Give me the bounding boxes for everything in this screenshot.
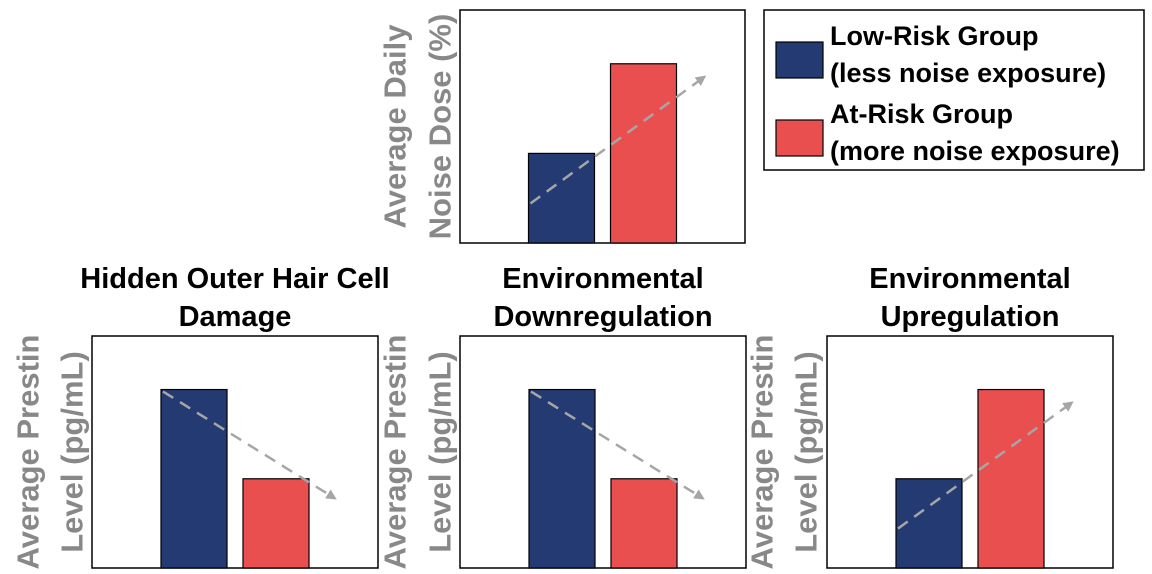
legend-swatch-at-risk	[775, 119, 824, 157]
chart-panels: Average Daily Noise Dose (%) Hidden Outer …	[11, 9, 1114, 569]
y-axis-label: Average Prestin	[745, 335, 780, 570]
y-axis-label: Level (pg/mL)	[55, 351, 90, 553]
chart-title: Downregulation	[493, 301, 712, 333]
chart-title: Environmental	[869, 263, 1070, 295]
y-axis-label: Average Prestin	[11, 335, 46, 570]
y-axis-label: Noise Dose (%)	[423, 14, 458, 240]
plot-frame	[459, 9, 746, 244]
chart-title: Damage	[179, 301, 292, 333]
bar-at-risk	[977, 388, 1045, 569]
plot-frame	[459, 335, 747, 569]
legend-sublabel: (less noise exposure)	[830, 58, 1106, 88]
chart-title: Environmental	[502, 263, 703, 295]
trend-arrow	[530, 390, 705, 500]
y-axis-label: Level (pg/mL)	[789, 351, 824, 553]
trend-arrow	[162, 390, 337, 500]
chart-title: Upregulation	[881, 301, 1060, 333]
y-axis-label: Level (pg/mL)	[423, 351, 458, 553]
trend-arrow	[529, 75, 707, 205]
chart-panel-3: Environmental Downregulation Average Prest…	[378, 263, 747, 569]
bar-low-risk	[160, 388, 228, 569]
legend-sublabel: (more noise exposure)	[830, 136, 1120, 166]
bar-at-risk	[609, 63, 678, 244]
legend: Low-Risk Group (less noise exposure) At-Ri…	[763, 9, 1145, 171]
bar-at-risk	[242, 478, 310, 569]
bar-low-risk	[528, 388, 596, 569]
chart-panel-1: Average Daily Noise Dose (%)	[378, 9, 746, 244]
plot-frame	[826, 335, 1114, 569]
y-axis-label: Average Daily	[378, 24, 413, 229]
plot-frame	[91, 335, 379, 569]
bar-at-risk	[610, 478, 678, 569]
y-axis-label: Average Prestin	[378, 335, 413, 570]
trend-arrow	[897, 401, 1074, 530]
chart-panel-4: Environmental Upregulation Average Prestin…	[745, 263, 1114, 569]
legend-box	[763, 9, 1145, 171]
chart-title: Hidden Outer Hair Cell	[80, 263, 389, 295]
legend-swatch-low-risk	[775, 41, 824, 79]
legend-label: Low-Risk Group	[830, 21, 1039, 51]
chart-panel-2: Hidden Outer Hair Cell Damage Average Pres…	[11, 263, 390, 569]
legend-label: At-Risk Group	[830, 99, 1013, 129]
